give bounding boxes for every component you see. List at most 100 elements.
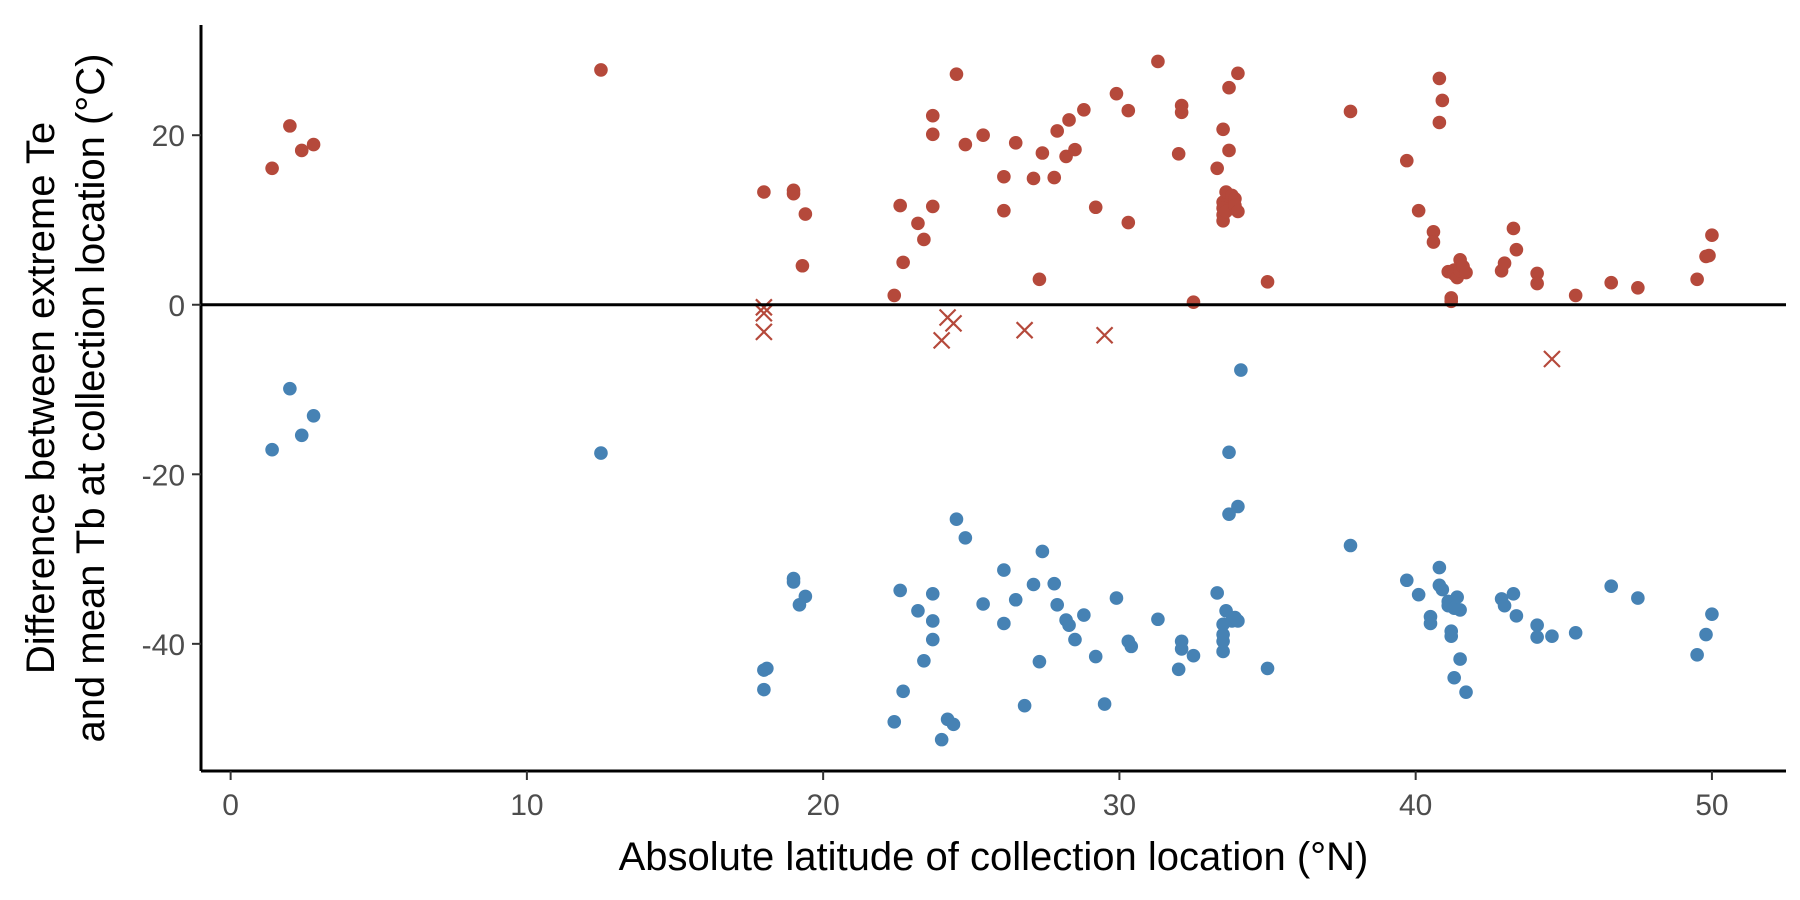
data-point (1506, 221, 1521, 236)
data-point (1506, 587, 1521, 601)
data-point (1174, 105, 1189, 120)
y-axis-title-line-2: and mean Tb at collection location (°C) (69, 54, 113, 743)
data-point (1432, 115, 1447, 130)
data-point (1702, 248, 1716, 263)
data-point (958, 531, 973, 545)
data-point (1411, 587, 1426, 602)
data-point (1604, 275, 1619, 290)
data-point (594, 63, 608, 77)
data-point (1026, 577, 1041, 592)
data-point (1088, 649, 1103, 664)
data-point (1699, 627, 1713, 642)
data-point (1008, 592, 1023, 607)
data-point (946, 717, 961, 732)
data-point (1068, 632, 1082, 647)
data-point (1690, 272, 1704, 287)
data-point (1097, 697, 1112, 711)
data-point (1047, 576, 1062, 591)
data-point (1008, 136, 1023, 150)
data-point (887, 288, 902, 303)
data-point (925, 127, 940, 142)
data-point (1444, 629, 1459, 644)
data-point (1459, 265, 1473, 280)
data-point (1260, 275, 1275, 289)
data-point (294, 428, 309, 443)
data-point (911, 603, 925, 618)
data-point-x-marker (1543, 350, 1561, 368)
data-point (795, 258, 810, 273)
data-point (294, 143, 309, 158)
data-point (1050, 124, 1064, 138)
y-tick-label: -40 (142, 629, 185, 662)
data-point (1077, 608, 1091, 622)
data-point (1151, 612, 1165, 627)
data-point (1453, 652, 1467, 666)
data-point (1077, 102, 1091, 117)
data-point (887, 715, 902, 729)
data-point (1343, 538, 1358, 553)
data-point-x-marker (755, 323, 773, 341)
data-point (1032, 654, 1047, 669)
data-point (1399, 153, 1414, 168)
data-point (1032, 272, 1047, 287)
data-point (1432, 560, 1447, 575)
data-point (925, 108, 940, 123)
data-point (1631, 591, 1645, 605)
data-point (1062, 618, 1076, 632)
data-point (265, 161, 279, 176)
x-tick-label: 50 (1695, 789, 1728, 822)
x-tick-label: 10 (510, 789, 543, 822)
data-point (1121, 215, 1136, 230)
data-point (306, 409, 321, 423)
y-tick-label: -20 (142, 459, 185, 492)
data-point-x-marker (944, 314, 963, 333)
data-point (917, 653, 931, 668)
data-point (1432, 71, 1447, 86)
data-point (893, 198, 907, 213)
data-point (1260, 661, 1275, 676)
x-axis-title: Absolute latitude of collection location… (619, 835, 1369, 879)
data-point (1109, 591, 1124, 605)
data-point (1509, 242, 1524, 257)
data-point (1171, 662, 1186, 677)
data-point (949, 512, 964, 527)
data-point (976, 128, 990, 143)
data-point (1426, 235, 1441, 249)
data-point (934, 732, 949, 747)
data-point (1068, 142, 1082, 157)
data-point (1222, 445, 1236, 460)
data-point (1631, 280, 1645, 295)
data-point (1088, 200, 1103, 215)
data-point (1399, 573, 1414, 588)
data-point (958, 137, 973, 152)
x-tick-label: 20 (806, 789, 839, 822)
data-point (760, 661, 774, 676)
data-point (917, 232, 931, 247)
data-point (1017, 698, 1032, 713)
data-point (798, 207, 813, 221)
data-point-x-marker (1015, 321, 1034, 339)
data-point-x-marker (932, 331, 951, 350)
data-point (1121, 103, 1136, 118)
data-point (997, 203, 1011, 218)
data-point (1426, 225, 1441, 239)
data-point (1450, 590, 1464, 605)
data-point (1705, 228, 1719, 243)
data-point (594, 446, 608, 460)
data-point (1459, 685, 1473, 699)
data-point-x-marker (755, 298, 773, 317)
data-point-x-marker (1095, 326, 1114, 345)
x-tick-label: 30 (1103, 789, 1136, 822)
data-point (757, 185, 771, 199)
data-point (757, 682, 771, 697)
y-axis-ticks: -40 -20 0 20 (142, 120, 201, 662)
data-point (1216, 122, 1230, 137)
data-point (1530, 630, 1544, 644)
data-point (1447, 670, 1461, 685)
data-point (1186, 648, 1201, 663)
data-point (1124, 639, 1139, 654)
y-tick-label: 20 (152, 120, 185, 153)
data-point (1435, 93, 1450, 108)
data-point (1171, 147, 1186, 161)
